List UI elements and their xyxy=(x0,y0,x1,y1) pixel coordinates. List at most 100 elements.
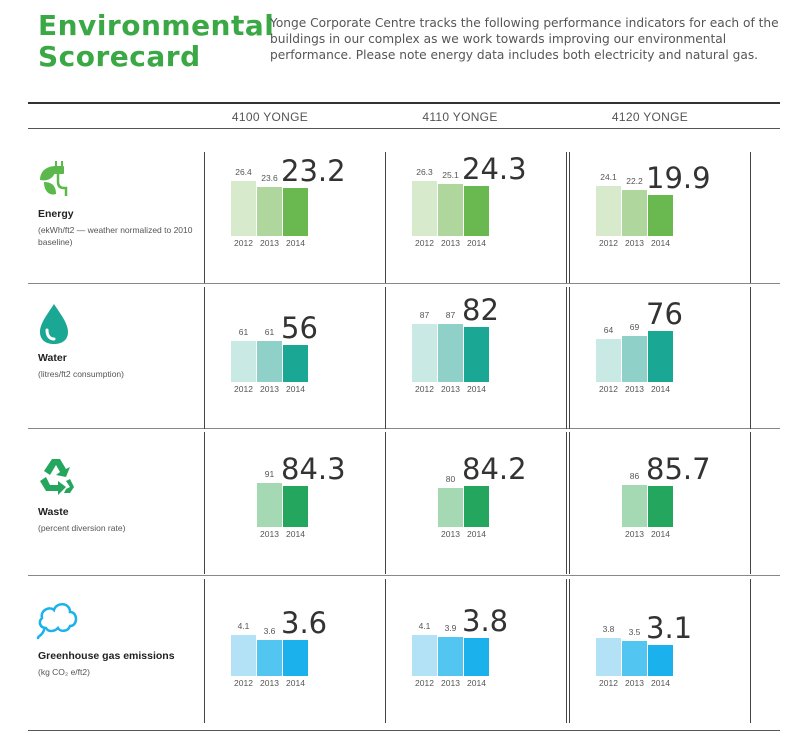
current-value: 3.1 xyxy=(646,611,693,645)
tick-label-2014: 2014 xyxy=(286,238,305,248)
tick-label-2013: 2013 xyxy=(260,384,279,394)
tick-label-2012: 2012 xyxy=(415,238,434,248)
column-header-4120: 4120 YONGE xyxy=(611,110,689,124)
tick-label-2013: 2013 xyxy=(625,529,644,539)
bar-2013 xyxy=(438,637,463,676)
bar-2014 xyxy=(464,486,489,527)
bar-2014 xyxy=(464,327,489,382)
bar-2014 xyxy=(283,486,308,527)
data-label: 64 xyxy=(603,325,614,335)
column-header-4110: 4110 YONGE xyxy=(422,110,498,124)
cell-border-right xyxy=(750,287,751,429)
water-drop-icon xyxy=(36,302,76,344)
current-value: 76 xyxy=(646,297,683,331)
current-value: 24.3 xyxy=(462,152,527,186)
current-value: 85.7 xyxy=(646,452,711,486)
bar-2012 xyxy=(231,635,256,676)
tick-label-2013: 2013 xyxy=(441,238,460,248)
tick-label-2014: 2014 xyxy=(286,384,305,394)
bar-2012 xyxy=(231,341,256,382)
tick-label-2013: 2013 xyxy=(625,384,644,394)
bar-2014 xyxy=(283,640,308,676)
tick-label-2012: 2012 xyxy=(599,384,618,394)
bar-2014 xyxy=(464,186,489,236)
cell-border-right xyxy=(566,432,567,574)
cell-border-left xyxy=(385,287,386,429)
tick-label-2014: 2014 xyxy=(286,678,305,688)
data-label: 3.6 xyxy=(263,626,276,636)
cell-border-left xyxy=(204,579,205,723)
current-value: 3.6 xyxy=(281,606,328,640)
row-label-ghg: Greenhouse gas emissions xyxy=(38,650,175,662)
bar-2013 xyxy=(622,336,647,382)
cell-border-left xyxy=(569,579,570,723)
current-value: 3.8 xyxy=(462,604,509,638)
plug-leaf-icon xyxy=(36,158,76,198)
current-value: 19.9 xyxy=(646,161,711,195)
cell-border-left xyxy=(204,287,205,429)
data-label: 61 xyxy=(264,327,275,337)
bar-2012 xyxy=(231,181,256,236)
cell-border-left xyxy=(569,152,570,283)
cell-border-right xyxy=(566,152,567,283)
current-value: 23.2 xyxy=(281,154,346,188)
tick-label-2014: 2014 xyxy=(651,238,670,248)
tick-label-2012: 2012 xyxy=(234,384,253,394)
tick-label-2012: 2012 xyxy=(599,678,618,688)
cell-border-right xyxy=(750,432,751,574)
data-label: 4.1 xyxy=(237,621,250,631)
row-divider xyxy=(28,283,780,284)
current-value: 56 xyxy=(281,311,318,345)
tick-label-2014: 2014 xyxy=(467,238,486,248)
cell-border-left xyxy=(385,579,386,723)
tick-label-2014: 2014 xyxy=(467,678,486,688)
bar-2013 xyxy=(438,488,463,527)
data-label: 26.3 xyxy=(416,167,433,177)
bar-2014 xyxy=(283,345,308,382)
tick-label-2014: 2014 xyxy=(467,529,486,539)
cell-border-right xyxy=(566,579,567,723)
row-sublabel-water: (litres/ft2 consumption) xyxy=(38,369,124,379)
bar-2013 xyxy=(257,483,282,527)
tick-label-2012: 2012 xyxy=(234,678,253,688)
tick-label-2014: 2014 xyxy=(467,384,486,394)
page-title: Environmental Scorecard xyxy=(38,10,274,72)
title-line-2: Scorecard xyxy=(38,40,201,73)
bar-2012 xyxy=(596,638,621,676)
data-label: 25.1 xyxy=(442,170,459,180)
cell-border-right xyxy=(750,152,751,283)
tick-label-2012: 2012 xyxy=(415,678,434,688)
row-label-energy: Energy xyxy=(38,208,74,220)
cell-border-left xyxy=(385,432,386,574)
tick-label-2012: 2012 xyxy=(415,384,434,394)
cell-border-right xyxy=(566,287,567,429)
row-divider xyxy=(28,575,780,576)
bar-2013 xyxy=(257,187,282,236)
tick-label-2013: 2013 xyxy=(441,529,460,539)
bottom-rule xyxy=(28,730,780,731)
cell-border-left xyxy=(569,432,570,574)
bar-2014 xyxy=(464,638,489,676)
bar-2012 xyxy=(412,181,437,236)
bar-2012 xyxy=(412,324,437,382)
row-label-waste: Waste xyxy=(38,506,69,518)
tick-label-2013: 2013 xyxy=(260,678,279,688)
bar-2012 xyxy=(412,635,437,676)
intro-text: Yonge Corporate Centre tracks the follow… xyxy=(270,16,779,62)
bar-2014 xyxy=(648,645,673,676)
current-value: 84.3 xyxy=(281,452,346,486)
data-label: 86 xyxy=(629,471,640,481)
tick-label-2013: 2013 xyxy=(441,384,460,394)
bar-2013 xyxy=(622,641,647,676)
tick-label-2013: 2013 xyxy=(625,238,644,248)
data-label: 4.1 xyxy=(418,621,431,631)
cell-border-left xyxy=(204,432,205,574)
bar-2013 xyxy=(438,324,463,382)
tick-label-2013: 2013 xyxy=(441,678,460,688)
tick-label-2014: 2014 xyxy=(651,384,670,394)
column-header-4100: 4100 YONGE xyxy=(231,110,309,124)
row-sublabel-energy: (ekWh/ft2 — weather normalized to 2010 b… xyxy=(38,225,193,247)
title-line-1: Environmental xyxy=(38,9,275,42)
tick-label-2012: 2012 xyxy=(599,238,618,248)
bar-2013 xyxy=(622,485,647,527)
